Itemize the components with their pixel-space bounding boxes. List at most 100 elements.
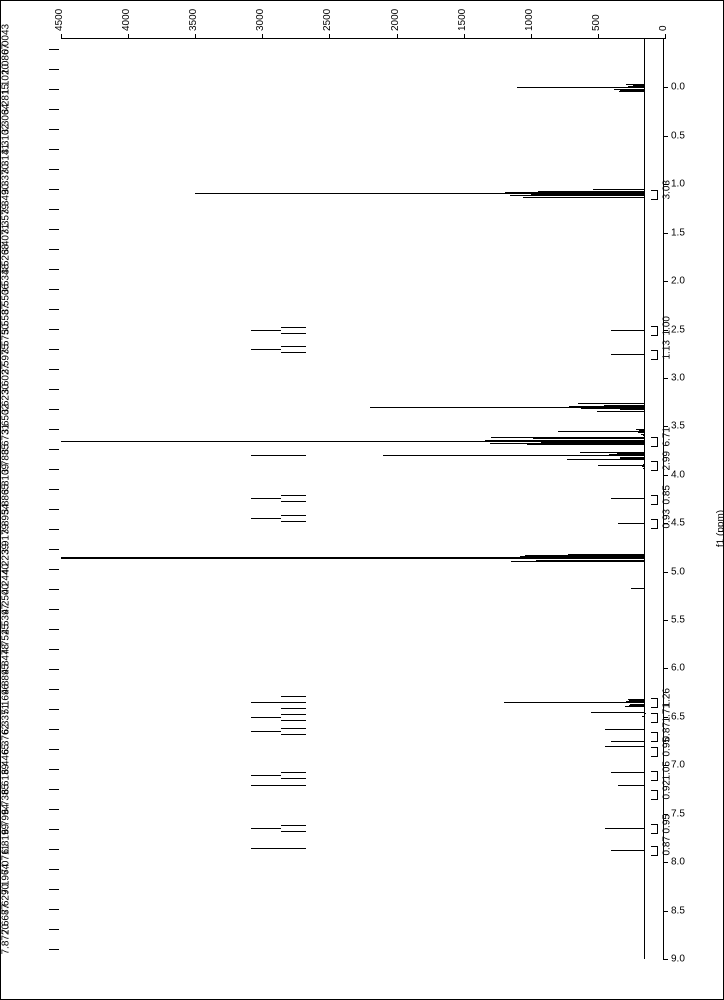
ppm-axis-label: f1 (ppm) (716, 510, 724, 547)
intensity-tick-label: 500 (591, 14, 602, 31)
spectrum-peak-side (567, 459, 645, 460)
spectrum-peak (383, 455, 645, 456)
tree-marker (251, 455, 281, 456)
solvent-peak (61, 557, 645, 559)
tree-branch (281, 734, 306, 735)
ppm-tick-label: 3.0 (671, 372, 685, 383)
spectrum-peak (611, 772, 645, 773)
peak-label-tick (49, 849, 59, 850)
ppm-tick-label: 8.5 (671, 905, 685, 916)
peak-label-tick (49, 749, 59, 750)
tree-branch (281, 831, 306, 832)
plot-area: 3.031.001.136.712.990.850.931.261.710.87… (61, 39, 665, 959)
integral-bracket (651, 771, 658, 781)
integral-bracket (651, 732, 658, 742)
integral-bracket (651, 713, 658, 723)
intensity-tick-label: 4000 (121, 9, 132, 31)
peak-label: 7.8720 (1, 924, 12, 955)
peak-label-tick (49, 689, 59, 690)
spectrum-peak-side (625, 706, 645, 707)
tree-branch (281, 720, 306, 721)
integral-bracket (651, 461, 658, 471)
integral-label: 0.93 (662, 509, 673, 528)
tree-branch (281, 714, 306, 715)
peak-label-tick (49, 629, 59, 630)
integral-label: 1.13 (662, 340, 673, 359)
integral-bracket (651, 824, 658, 834)
tree-marker (251, 731, 281, 732)
peak-label-tick (49, 229, 59, 230)
spectrum-peak (618, 523, 645, 524)
ppm-tick-label: 2.0 (671, 276, 685, 287)
spectrum-peak-side (619, 91, 645, 92)
integral-bracket (651, 350, 658, 360)
integral-bracket (651, 190, 658, 200)
peak-label-tick (49, 49, 59, 50)
tree-marker (251, 498, 281, 499)
peak-label-tick (49, 589, 59, 590)
ppm-tick-label: 6.5 (671, 711, 685, 722)
peak-label-tick (49, 349, 59, 350)
peak-label-tick (49, 449, 59, 450)
integral-bracket (651, 437, 658, 447)
intensity-tick-label: 4500 (54, 9, 65, 31)
peak-label-tick (49, 489, 59, 490)
peak-label-tick (49, 249, 59, 250)
tree-branch (281, 785, 306, 786)
tree-marker (251, 518, 281, 519)
ppm-tick-label: 9.0 (671, 954, 685, 965)
integral-label: 6.71 (662, 427, 673, 446)
integral-label: 2.99 (662, 451, 673, 470)
peak-label-tick (49, 389, 59, 390)
spectrum-peak (605, 729, 645, 730)
tree-branch (281, 848, 306, 849)
peak-label-tick (49, 789, 59, 790)
peak-label-tick (49, 309, 59, 310)
tree-branch (281, 521, 306, 522)
integral-label: 1.71 (662, 703, 673, 722)
spectrum-peak-side (511, 561, 645, 562)
spectrum-peak (611, 330, 645, 331)
peak-label-tick (49, 329, 59, 330)
intensity-tick-label: 2500 (322, 9, 333, 31)
intensity-tick-label: 1500 (457, 9, 468, 31)
peak-label-tick (49, 429, 59, 430)
peak-label-tick (49, 269, 59, 270)
spectrum-peak-side (609, 454, 645, 455)
spectrum-peak-side (485, 440, 645, 441)
spectrum-peak-side (644, 826, 645, 827)
ppm-tick (663, 959, 668, 960)
peak-label-tick (49, 89, 59, 90)
peak-label-tick (49, 769, 59, 770)
ppm-tick-label: 4.5 (671, 518, 685, 529)
integral-label: 0.95 (662, 737, 673, 756)
spectrum-peak (598, 465, 645, 466)
spectrum-peak (618, 785, 645, 786)
spectrum-peak-side (527, 444, 645, 445)
peak-label-tick (49, 949, 59, 950)
ppm-tick-label: 7.5 (671, 808, 685, 819)
spectrum-peak (504, 702, 645, 703)
integral-bracket (651, 495, 658, 505)
peak-label-tick (49, 649, 59, 650)
tree-branch (281, 346, 306, 347)
spectrum-peak (611, 354, 645, 355)
peak-label-tick (49, 509, 59, 510)
intensity-tick-label: 0 (658, 25, 669, 31)
spectrum-peak-side (597, 411, 645, 412)
tree-branch (281, 708, 306, 709)
tree-branch (281, 772, 306, 773)
intensity-tick-label: 3000 (255, 9, 266, 31)
ppm-tick-label: 4.0 (671, 469, 685, 480)
peak-label-tick (49, 369, 59, 370)
ppm-tick-label: 0.0 (671, 82, 685, 93)
peak-label-tick (49, 109, 59, 110)
spectrum-peak (611, 498, 645, 499)
peak-label-tick (49, 129, 59, 130)
integral-label: 1.05 (662, 761, 673, 780)
peak-label-tick (49, 409, 59, 410)
tree-branch (281, 352, 306, 353)
spectrum-peak (605, 828, 645, 829)
ppm-tick-label: 1.5 (671, 227, 685, 238)
intensity-tick-label: 2000 (390, 9, 401, 31)
